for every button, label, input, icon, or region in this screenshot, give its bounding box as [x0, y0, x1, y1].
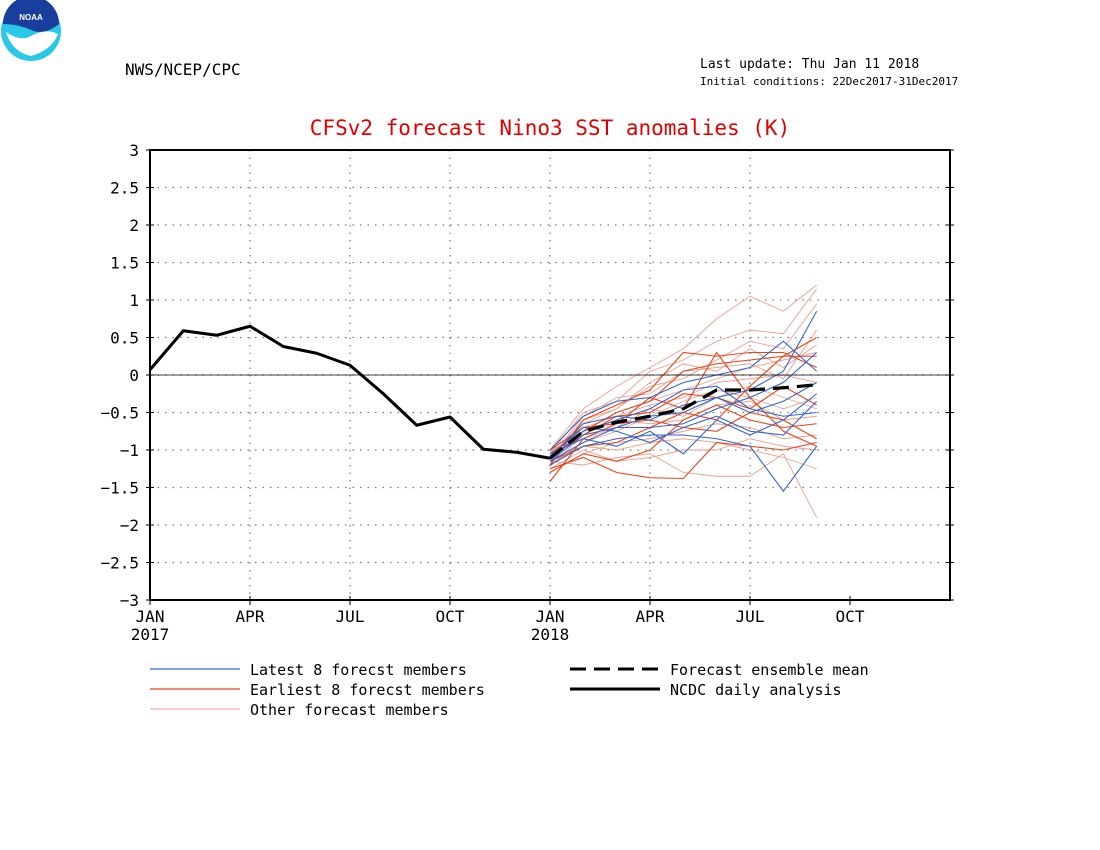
ensemble-mean-line	[548, 383, 817, 460]
noaa-logo: NOAA	[1, 0, 61, 61]
forecast-member-line-latest	[549, 340, 818, 451]
legend: Latest 8 forecst members Earliest 8 fore…	[150, 661, 869, 719]
last-update: Last update: Thu Jan 11 2018	[700, 57, 920, 72]
forecast-member-line-other	[549, 423, 817, 473]
x-tick-label: APR	[236, 607, 265, 626]
y-tick-label: 2	[129, 216, 139, 235]
forecast-member-line-other	[549, 344, 817, 458]
x-tick-year-label: 2018	[531, 625, 570, 644]
legend-mean-label: Forecast ensemble mean	[670, 661, 869, 679]
y-tick-label: 2.5	[110, 179, 139, 198]
forecast-member-line-earliest	[549, 337, 817, 462]
chart-title: CFSv2 forecast Nino3 SST anomalies (K)	[309, 116, 791, 140]
forecast-member-line-latest	[549, 393, 818, 455]
y-axis: 3 2.5 2 1.5 1 0.5 0 −0.5 −1 −1.5 −2 −2.5 −3	[100, 141, 954, 610]
x-tick-label: JAN	[536, 607, 565, 626]
forecast-member-line-earliest	[549, 441, 817, 480]
legend-other-label: Other forecast members	[250, 701, 449, 719]
forecast-member-line-latest	[549, 352, 818, 462]
x-tick-label: JUL	[336, 607, 365, 626]
y-tick-label: −2.5	[100, 554, 139, 573]
x-tick-label: JUL	[736, 607, 765, 626]
x-tick-year-label: 2017	[131, 625, 170, 644]
x-tick-label: OCT	[436, 607, 465, 626]
legend-earliest-label: Earliest 8 forecst members	[250, 681, 485, 699]
y-tick-label: 0.5	[110, 329, 139, 348]
forecast-member-line-latest	[549, 382, 817, 462]
y-tick-label: 3	[129, 141, 139, 160]
x-tick-label: JAN	[136, 607, 165, 626]
y-tick-label: −3	[120, 591, 139, 610]
forecast-member-line-latest	[549, 434, 818, 493]
analysis-line	[148, 324, 551, 460]
x-tick-label: OCT	[836, 607, 865, 626]
main-series	[148, 324, 817, 460]
y-tick-label: 0	[129, 366, 139, 385]
forecast-member-line-other	[549, 453, 818, 518]
y-tick-label: −1	[120, 441, 139, 460]
forecast-member-line-other	[549, 438, 817, 470]
forecast-member-line-other	[549, 438, 817, 470]
forecast-member-line-earliest	[549, 355, 817, 455]
forecast-member-line-other	[549, 374, 817, 455]
y-tick-label: −0.5	[100, 404, 139, 423]
x-tick-label: APR	[636, 607, 665, 626]
forecast-member-line-latest	[549, 310, 818, 458]
forecast-member-line-other	[549, 284, 817, 451]
initial-conditions: Initial conditions: 22Dec2017-31Dec2017	[700, 75, 959, 88]
y-tick-label: −2	[120, 516, 139, 535]
legend-latest-label: Latest 8 forecst members	[250, 661, 467, 679]
forecast-member-line-other	[549, 303, 818, 457]
y-tick-label: 1.5	[110, 254, 139, 273]
y-tick-label: −1.5	[100, 479, 139, 498]
y-tick-label: 1	[129, 291, 139, 310]
noaa-logo-text: NOAA	[19, 13, 43, 22]
forecast-members	[549, 284, 818, 518]
legend-analysis-label: NCDC daily analysis	[670, 681, 842, 699]
agency-name: NWS/NCEP/CPC	[125, 60, 241, 79]
forecast-member-line-earliest	[549, 351, 817, 466]
forecast-member-line-other	[549, 288, 818, 455]
